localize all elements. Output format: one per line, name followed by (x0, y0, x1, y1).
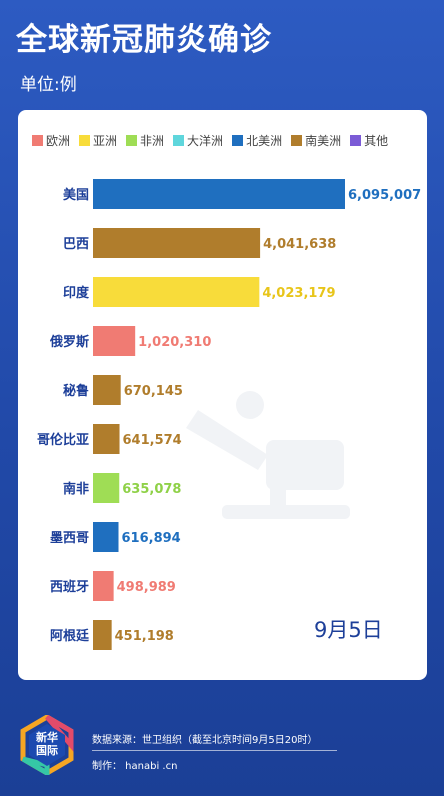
legend-swatch (291, 135, 303, 146)
bar (93, 179, 345, 209)
category-label: 南非 (63, 481, 89, 497)
bar (93, 522, 119, 552)
maker-credit: 制作： hanabi .cn (92, 761, 178, 772)
legend-swatch (79, 135, 91, 146)
value-label: 498,989 (117, 580, 176, 595)
bar (93, 620, 112, 650)
legend-item: 亚洲 (79, 132, 117, 149)
category-label: 美国 (63, 187, 89, 203)
legend-swatch (32, 135, 43, 146)
legend-item: 欧洲 (32, 132, 70, 149)
watermark-figure-icon (186, 391, 350, 519)
category-label: 印度 (63, 285, 90, 301)
legend-label: 欧洲 (46, 134, 71, 148)
category-label: 墨西哥 (50, 530, 89, 546)
legend-label: 大洋洲 (187, 134, 224, 148)
logo-text-line: 国际 (36, 744, 58, 757)
bar (93, 375, 121, 405)
bar (93, 424, 120, 454)
page-title: 全球新冠肺炎确诊 (16, 22, 272, 58)
bar (93, 326, 136, 356)
value-label: 641,574 (123, 433, 182, 448)
legend-label: 南美洲 (305, 134, 342, 148)
chart-card: 欧洲 亚洲 非洲 大洋洲 北美洲 南美洲 其他 美国 6,095,007 巴西 4,041,638… (18, 110, 427, 680)
unit-label: 单位:例 (20, 75, 77, 95)
legend-item: 北美洲 (232, 132, 282, 149)
legend-item: 南美洲 (291, 132, 341, 149)
category-label: 西班牙 (50, 579, 89, 595)
legend-label: 非洲 (140, 134, 165, 148)
bar (93, 228, 261, 258)
legend-item: 非洲 (126, 132, 164, 149)
legend-swatch (350, 135, 362, 146)
legend: 欧洲 亚洲 非洲 大洋洲 北美洲 南美洲 其他 (32, 132, 419, 149)
value-label: 4,023,179 (262, 286, 335, 301)
legend-item: 大洋洲 (173, 132, 223, 149)
footer-divider (92, 750, 337, 751)
legend-swatch (173, 135, 185, 146)
legend-label: 北美洲 (246, 134, 283, 148)
value-label: 616,894 (122, 531, 181, 546)
legend-item: 其他 (350, 132, 388, 149)
category-label: 哥伦比亚 (37, 432, 89, 448)
category-label: 巴西 (63, 237, 89, 252)
logo-text-line: 新华 (36, 731, 58, 744)
category-label: 阿根廷 (50, 628, 90, 644)
value-label: 670,145 (124, 384, 183, 399)
category-label: 秘鲁 (63, 383, 89, 399)
bar (93, 571, 114, 601)
bar-chart: 美国 6,095,007 巴西 4,041,638 印度 4,023,179 俄罗斯 1,02… (37, 179, 421, 650)
legend-label: 其他 (364, 134, 389, 148)
value-label: 1,020,310 (138, 335, 211, 350)
xinhua-logo-icon (20, 715, 74, 775)
category-label: 俄罗斯 (49, 334, 89, 350)
date-label: 9月5日 (314, 618, 383, 642)
xinhua-logo-text: 新华 国际 (20, 731, 74, 757)
bar (93, 473, 120, 503)
data-source: 数据来源：世卫组织（截至北京时间9月5日20时） (92, 735, 318, 746)
value-label: 451,198 (115, 629, 174, 644)
bar (93, 277, 260, 307)
value-label: 4,041,638 (263, 237, 336, 252)
legend-swatch (232, 135, 244, 146)
legend-label: 亚洲 (93, 134, 118, 148)
legend-swatch (126, 135, 138, 146)
value-label: 635,078 (122, 482, 181, 497)
value-label: 6,095,007 (348, 188, 421, 203)
